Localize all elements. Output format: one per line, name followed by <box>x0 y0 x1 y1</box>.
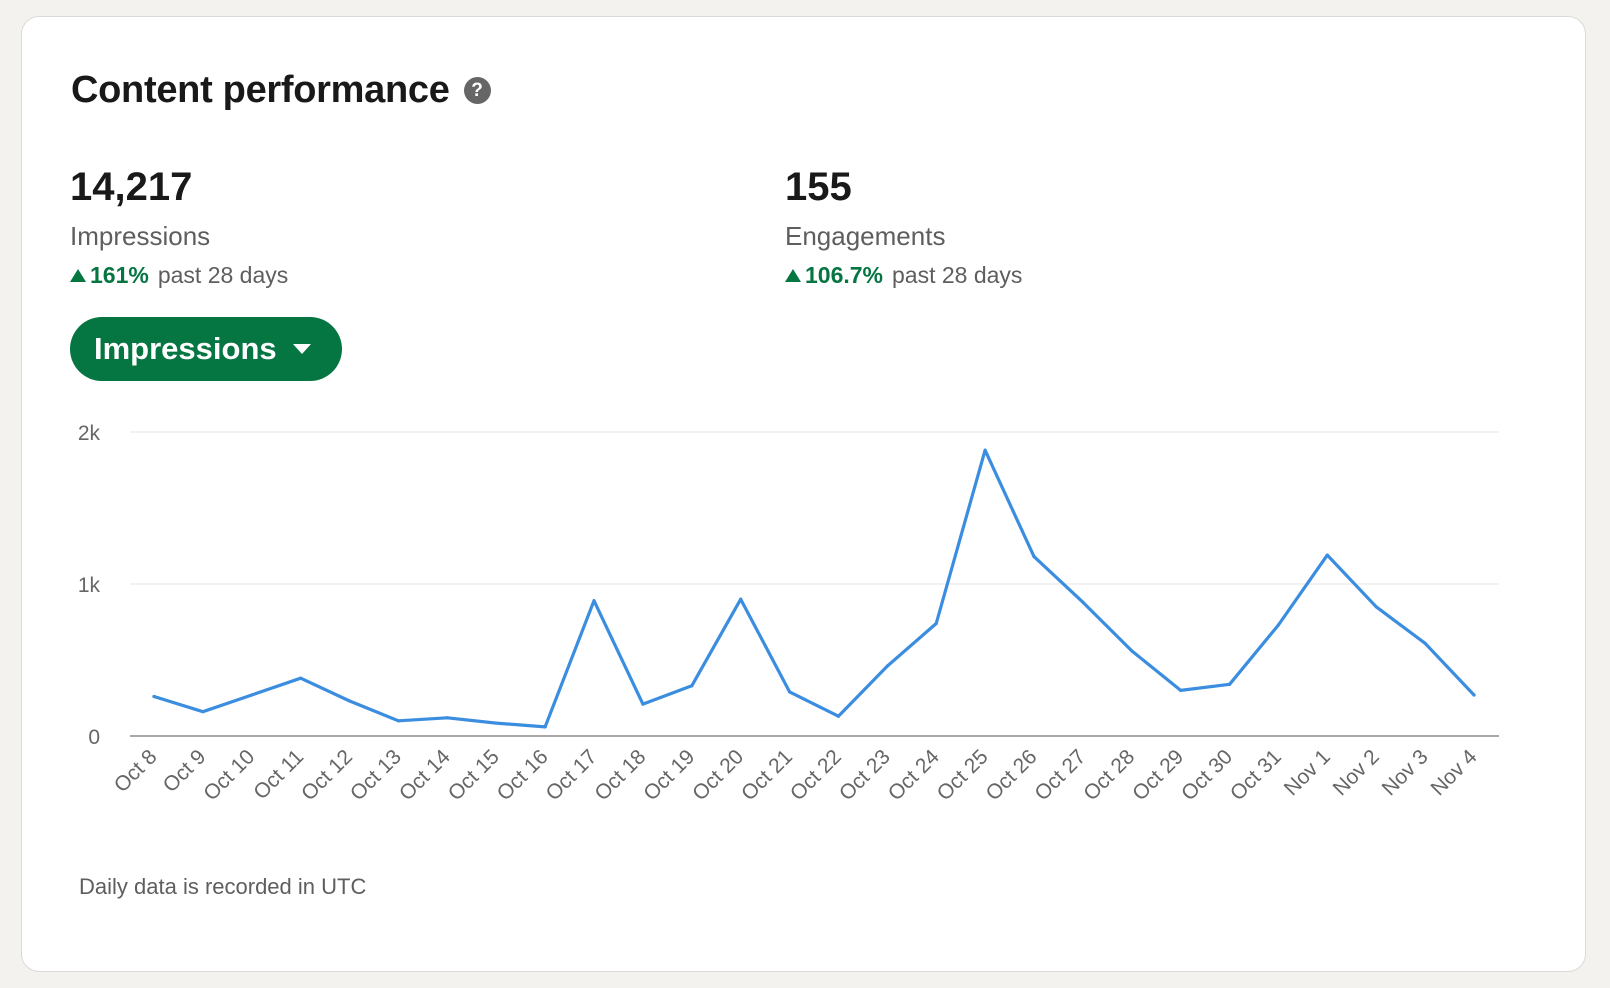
data-point <box>1325 553 1329 557</box>
x-tick-label: Oct 17 <box>542 745 602 805</box>
x-tick-label: Oct 26 <box>982 745 1042 805</box>
data-point <box>494 721 498 725</box>
impressions-metric: 14,217 Impressions 161% past 28 days <box>70 167 288 289</box>
impressions-change: 161% past 28 days <box>70 262 288 289</box>
data-point <box>690 684 694 688</box>
series-line-impressions <box>152 448 1476 729</box>
engagements-metric: 155 Engagements 106.7% past 28 days <box>785 167 1022 289</box>
x-tick-label: Oct 13 <box>346 745 406 805</box>
data-point <box>1423 641 1427 645</box>
x-tick-label: Oct 25 <box>933 745 993 805</box>
content-performance-card: Content performance ? 14,217 Impressions… <box>21 16 1586 972</box>
x-tick-label: Oct 18 <box>590 745 650 805</box>
x-tick-label: Oct 16 <box>493 745 553 805</box>
x-tick-label: Oct 24 <box>884 745 944 805</box>
engagements-value: 155 <box>785 165 852 209</box>
data-point <box>885 664 889 668</box>
x-tick-label: Nov 3 <box>1378 745 1433 800</box>
engagements-label: Engagements <box>785 221 946 251</box>
data-point <box>836 714 841 718</box>
data-point <box>347 699 352 703</box>
y-tick-label: 0 <box>88 726 100 749</box>
chart-grid <box>130 431 1499 737</box>
data-point <box>934 621 938 626</box>
x-tick-label: Oct 15 <box>444 745 504 805</box>
trend-up-icon <box>70 269 86 282</box>
impressions-change-percent: 161% <box>90 262 149 288</box>
data-point <box>201 710 205 714</box>
card-title: Content performance <box>71 69 450 111</box>
x-tick-label: Oct 29 <box>1128 745 1188 805</box>
title-row: Content performance ? <box>71 69 491 112</box>
x-tick-label: Oct 14 <box>395 745 455 805</box>
x-tick-label: Oct 8 <box>110 745 162 797</box>
data-point <box>1374 605 1378 609</box>
data-point <box>1032 555 1036 559</box>
y-tick-label: 1k <box>78 574 101 597</box>
x-tick-label: Nov 4 <box>1426 745 1481 800</box>
engagements-change-period: past 28 days <box>892 262 1023 288</box>
data-point <box>787 690 792 694</box>
impressions-change-period: past 28 days <box>157 262 289 288</box>
x-tick-label: Oct 27 <box>1030 745 1090 805</box>
utc-footnote: Daily data is recorded in UTC <box>79 874 367 899</box>
impressions-label: Impressions <box>70 221 211 251</box>
x-tick-label: Nov 2 <box>1329 745 1384 800</box>
x-tick-label: Oct 23 <box>835 745 895 805</box>
data-point <box>250 693 254 697</box>
data-point <box>299 676 303 680</box>
x-tick-label: Oct 19 <box>639 745 699 805</box>
data-point <box>1179 688 1183 693</box>
dropdown-label: Impressions <box>94 331 277 366</box>
x-tick-label: Oct 11 <box>249 745 308 804</box>
data-point <box>445 716 449 720</box>
y-tick-label: 2k <box>78 422 101 445</box>
y-axis-ticks: 0 1k 2k <box>78 422 101 749</box>
x-tick-label: Oct 28 <box>1079 745 1139 805</box>
data-point <box>592 599 596 603</box>
x-tick-label: Nov 1 <box>1280 745 1335 800</box>
metric-dropdown-button[interactable]: Impressions <box>70 317 342 381</box>
data-point <box>1472 693 1476 697</box>
data-point <box>543 725 547 729</box>
x-tick-label: Oct 10 <box>199 745 259 805</box>
data-point <box>1081 600 1085 604</box>
x-tick-label: Oct 12 <box>297 745 357 805</box>
data-point <box>396 719 401 723</box>
x-tick-label: Oct 20 <box>688 745 748 805</box>
impressions-value: 14,217 <box>70 165 193 209</box>
x-tick-label: Oct 31 <box>1226 745 1286 805</box>
chart-series <box>152 448 1476 729</box>
engagements-change: 106.7% past 28 days <box>785 262 1022 289</box>
x-tick-label: Oct 22 <box>786 745 846 805</box>
data-point <box>983 448 987 452</box>
data-point <box>1276 623 1281 627</box>
data-point <box>1130 649 1134 653</box>
data-point <box>739 597 743 601</box>
engagements-change-percent: 106.7% <box>805 262 884 288</box>
data-point <box>641 702 645 706</box>
x-tick-label: Oct 21 <box>737 745 797 805</box>
question-circle-icon[interactable]: ? <box>463 77 491 104</box>
data-point <box>152 694 156 699</box>
caret-down-icon <box>292 344 311 354</box>
trend-up-icon <box>785 269 801 282</box>
data-point <box>1227 682 1232 686</box>
x-tick-label: Oct 30 <box>1177 745 1237 805</box>
